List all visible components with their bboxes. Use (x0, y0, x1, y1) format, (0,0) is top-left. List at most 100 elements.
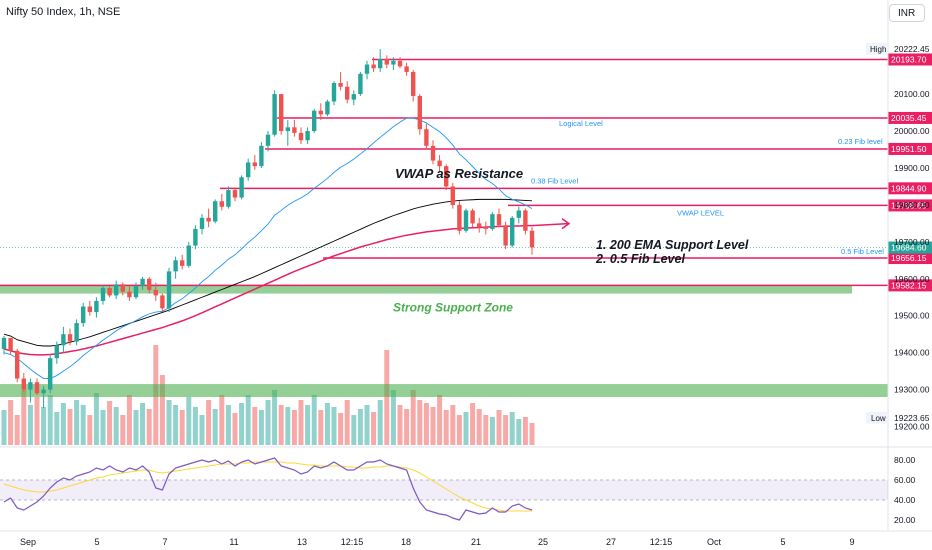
ema-200-line (3, 224, 532, 356)
level-price-tag (888, 182, 932, 195)
volume-bar (34, 397, 40, 445)
candle-body (147, 278, 152, 290)
fib-023-label: 0.23 Fib level (838, 137, 883, 146)
candle-body (490, 214, 495, 229)
volume-bar (186, 397, 192, 445)
volume-bar (1, 410, 7, 445)
volume-bar (331, 407, 337, 445)
volume-bar (456, 415, 462, 445)
candle-body (325, 101, 330, 115)
candle-body (252, 162, 257, 167)
volume-bar (529, 423, 535, 445)
rsi-tick-label: 60.00 (894, 475, 916, 485)
high-label: High (870, 45, 886, 54)
volume-bar (27, 405, 33, 445)
candle-body (378, 59, 383, 69)
volume-bar (397, 405, 403, 445)
price-tick-label: 19500.00 (894, 311, 930, 321)
fib-038-label: 0.38 Fib Level (531, 176, 578, 185)
candle-body (48, 358, 53, 390)
volume-bar (199, 415, 205, 445)
level-price-tag (888, 111, 932, 124)
time-tick-label: 5 (780, 537, 785, 547)
candle-body (219, 201, 224, 207)
currency-selector[interactable]: INR (889, 4, 925, 22)
vwap-level-label: VWAP LEVEL (677, 208, 724, 217)
volume-bar (173, 405, 179, 445)
price-tick-label: 19800.00 (894, 200, 930, 210)
high-value: 20222.45 (894, 44, 930, 54)
volume-bar (404, 409, 410, 445)
candle-body (391, 60, 396, 65)
volume-bar (318, 410, 324, 445)
strong-support-zone (0, 285, 852, 294)
volume-bar (305, 405, 311, 445)
price-tick-label: 19600.00 (894, 274, 930, 284)
candle-body (232, 190, 238, 198)
volume-bar (74, 400, 80, 445)
candle-body (305, 131, 310, 141)
volume-bar (410, 390, 416, 445)
vwap-resistance-label: VWAP as Resistance (395, 166, 523, 181)
candle-body (28, 382, 33, 390)
volume-bar (133, 410, 139, 445)
level-price-label: 20193.70 (891, 54, 927, 64)
volume-bar (470, 403, 476, 445)
low-value: 19223.65 (894, 413, 930, 423)
volume-bar (265, 400, 271, 445)
volume-bar (430, 407, 436, 445)
volume-bar (357, 409, 363, 445)
volume-bar (54, 412, 60, 445)
volume-bar (120, 415, 126, 445)
low-label: Low (871, 414, 886, 423)
candle-body (404, 66, 409, 72)
candle-body (173, 260, 178, 272)
level-price-tag (888, 53, 932, 66)
volume-bar (245, 395, 251, 445)
low-label-bg (866, 411, 888, 424)
candle-body (397, 60, 403, 67)
candle-body (483, 227, 488, 229)
volume-bar (21, 390, 27, 445)
candle-body (411, 71, 416, 96)
volume-bar (516, 419, 522, 445)
rsi-tick-label: 20.00 (894, 515, 916, 525)
price-tick-label: 20100.00 (894, 89, 930, 99)
volume-bar (417, 400, 423, 445)
time-tick-label: 21 (471, 537, 481, 547)
candle-body (87, 306, 92, 313)
volume-bar (496, 410, 502, 445)
level-price-label: 19582.15 (891, 280, 927, 290)
candle-body (417, 95, 422, 130)
volume-bar (93, 393, 99, 445)
logical-level-label: Logical Level (559, 119, 603, 128)
candle-body (345, 86, 350, 100)
candle-body (424, 129, 429, 146)
volume-bar (232, 413, 238, 445)
candle-body (199, 217, 205, 229)
candle-body (15, 350, 20, 379)
volume-bar (483, 415, 489, 445)
strong-support-zone-label: Strong Support Zone (393, 301, 513, 315)
candle-body (358, 73, 363, 95)
time-tick-label: 11 (229, 537, 238, 547)
candle-body (67, 334, 73, 342)
volume-bar (272, 390, 278, 445)
time-tick-label: 5 (94, 537, 99, 547)
candle-body (213, 201, 218, 222)
volume-bar (80, 405, 86, 445)
level-price-tag (888, 252, 932, 265)
volume-bar (423, 403, 429, 445)
price-tick-label: 20000.00 (894, 126, 930, 136)
candle-body (193, 228, 198, 246)
chart-title: Nifty 50 Index, 1h, NSE (6, 6, 121, 18)
candle-body (265, 134, 271, 146)
candle-body (180, 260, 185, 266)
volume-bar (67, 409, 73, 445)
time-tick-label: 25 (538, 537, 548, 547)
volume-bar (450, 405, 456, 445)
vwap-line (3, 198, 533, 347)
level-price-tag (888, 279, 932, 292)
ema-200-arrow (531, 222, 569, 227)
